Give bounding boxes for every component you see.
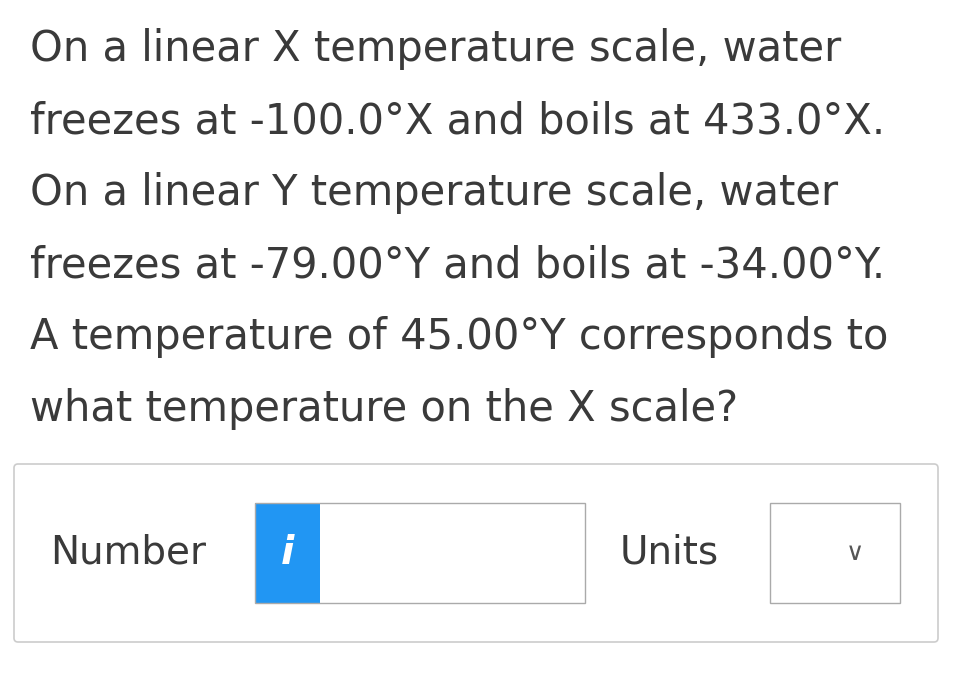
FancyBboxPatch shape [14, 464, 937, 642]
Bar [254, 503, 319, 603]
Text: On a linear Y temperature scale, water: On a linear Y temperature scale, water [30, 172, 838, 214]
Text: On a linear X temperature scale, water: On a linear X temperature scale, water [30, 28, 841, 70]
Text: freezes at -100.0°X and boils at 433.0°X.: freezes at -100.0°X and boils at 433.0°X… [30, 100, 884, 142]
Text: Units: Units [619, 534, 719, 572]
Text: freezes at -79.00°Y and boils at -34.00°Y.: freezes at -79.00°Y and boils at -34.00°… [30, 244, 884, 286]
Bar [254, 503, 584, 603]
Text: Number: Number [50, 534, 206, 572]
Text: A temperature of 45.00°Y corresponds to: A temperature of 45.00°Y corresponds to [30, 316, 887, 358]
Bar [769, 503, 899, 603]
Text: i: i [280, 534, 294, 572]
Text: what temperature on the X scale?: what temperature on the X scale? [30, 388, 738, 430]
Text: ∨: ∨ [844, 541, 862, 565]
